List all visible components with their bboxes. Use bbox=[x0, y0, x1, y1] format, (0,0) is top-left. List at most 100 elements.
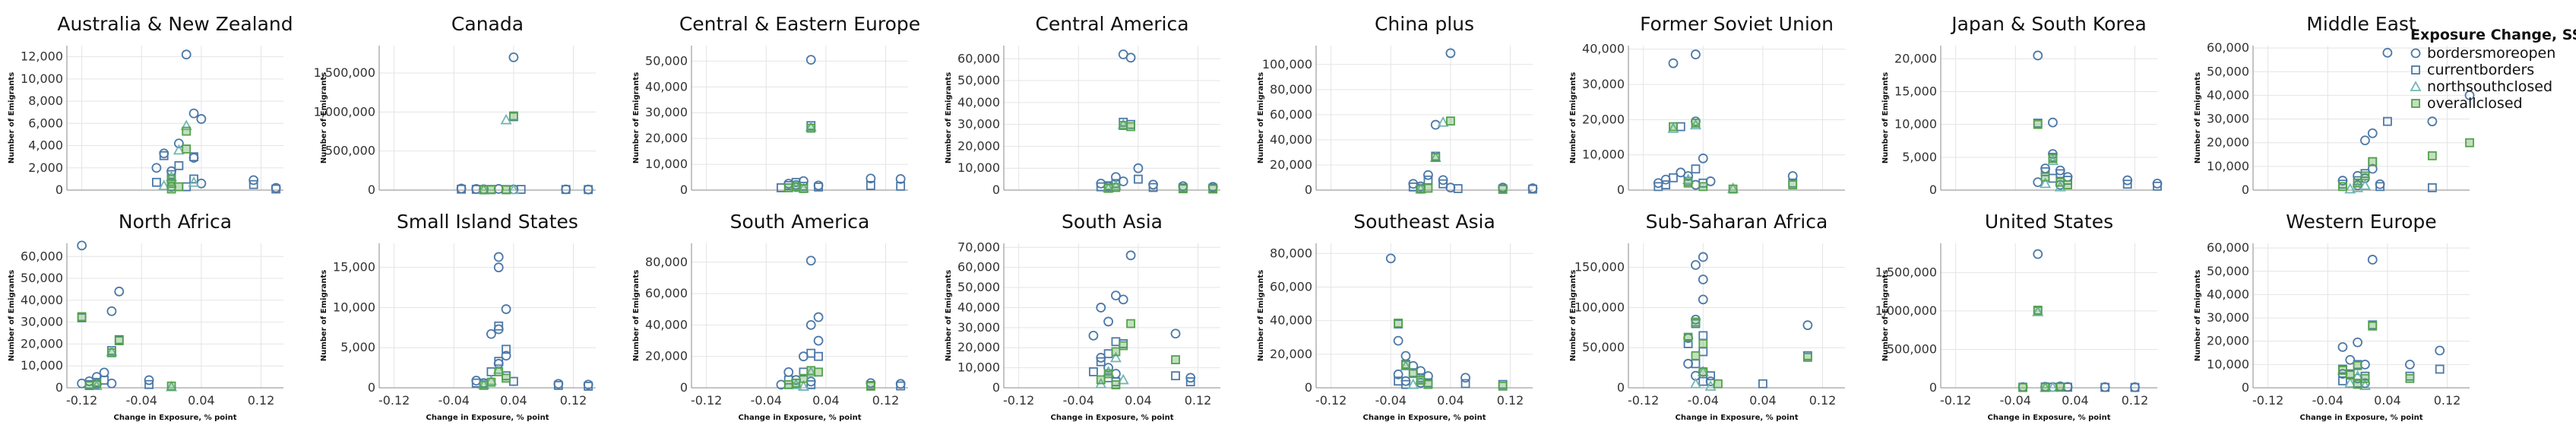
point-bordersmoreopen bbox=[493, 184, 504, 194]
point-bordersmoreopen bbox=[1111, 290, 1121, 301]
point-currentborders bbox=[1133, 174, 1143, 184]
y-tick-label: 12,000 bbox=[21, 49, 63, 64]
point-bordersmoreopen bbox=[2033, 50, 2043, 61]
legend-marker-currentborders bbox=[2411, 65, 2420, 75]
y-tick-label: 80,000 bbox=[645, 255, 688, 269]
point-bordersmoreopen bbox=[1111, 369, 1121, 379]
y-tick-label: 30,000 bbox=[2207, 310, 2249, 325]
y-tick-label: 40,000 bbox=[21, 293, 63, 307]
legend-title: Exposure Change, SSP3 bbox=[2410, 27, 2576, 43]
point-currentborders bbox=[1401, 379, 1410, 389]
point-bordersmoreopen bbox=[1125, 52, 1136, 63]
x-axis-label: Change in Exposure, % point bbox=[2299, 414, 2423, 422]
panel-title: Central America bbox=[1035, 13, 1188, 35]
x-tick-label: -0.12 bbox=[1940, 393, 1971, 408]
point-overallclosed bbox=[2018, 382, 2028, 392]
y-tick-label: 70,000 bbox=[957, 240, 1000, 254]
point-currentborders bbox=[1453, 184, 1463, 193]
point-northsouthclosed bbox=[1727, 182, 1739, 193]
y-tick-label: 0 bbox=[992, 182, 1000, 197]
point-overallclosed bbox=[2368, 157, 2378, 167]
y-tick-label: 1,500,000 bbox=[314, 65, 375, 80]
y-tick-label: 0 bbox=[680, 182, 688, 197]
point-bordersmoreopen bbox=[783, 367, 794, 377]
point-bordersmoreopen bbox=[2464, 90, 2475, 100]
y-tick-label: 50,000 bbox=[645, 53, 688, 68]
panel-13: Sub-Saharan Africa -0.12 -0.04 0.04 0.12 0 50,… bbox=[1569, 211, 1845, 422]
point-overallclosed bbox=[486, 377, 496, 387]
x-tick-label: 0.12 bbox=[2434, 393, 2461, 408]
y-axis-label: Number of Emigrants bbox=[8, 270, 16, 361]
point-overallclosed bbox=[1698, 182, 1708, 192]
point-bordersmoreopen bbox=[1698, 275, 1708, 284]
point-currentborders bbox=[1758, 379, 1767, 389]
point-currentborders bbox=[189, 174, 198, 184]
point-overallclosed bbox=[1683, 332, 1693, 342]
point-overallclosed bbox=[2063, 180, 2072, 189]
point-bordersmoreopen bbox=[1698, 153, 1708, 163]
point-currentborders bbox=[1460, 379, 1470, 389]
y-tick-label: 10,000 bbox=[21, 71, 63, 86]
point-currentborders bbox=[584, 185, 593, 195]
legend-marker-northsouthclosed bbox=[2410, 81, 2422, 91]
legend-marker-overallclosed bbox=[2411, 99, 2420, 108]
point-currentborders bbox=[1089, 367, 1098, 376]
y-tick-label: 20,000 bbox=[1270, 347, 1312, 361]
panel-title: Middle East bbox=[2306, 13, 2416, 35]
point-northsouthclosed bbox=[1689, 377, 1701, 389]
point-overallclosed bbox=[1698, 367, 1708, 376]
y-tick-label: 10,000 bbox=[1894, 117, 1937, 132]
x-tick-label: -0.12 bbox=[378, 393, 410, 408]
y-tick-label: 0 bbox=[1305, 182, 1312, 197]
y-tick-label: 30,000 bbox=[21, 315, 63, 329]
point-bordersmoreopen bbox=[151, 163, 162, 173]
point-bordersmoreopen bbox=[2382, 47, 2393, 58]
y-axis-label: Number of Emigrants bbox=[1257, 270, 1265, 361]
point-overallclosed bbox=[107, 348, 116, 357]
y-tick-label: 10,000 bbox=[333, 300, 375, 314]
y-tick-label: 40,000 bbox=[1270, 313, 1312, 328]
point-currentborders bbox=[1691, 164, 1701, 174]
y-tick-label: 60,000 bbox=[645, 286, 688, 300]
point-bordersmoreopen bbox=[1096, 303, 1106, 313]
y-tick-label: 30,000 bbox=[2207, 112, 2249, 126]
point-northsouthclosed bbox=[2040, 177, 2052, 189]
point-northsouthclosed bbox=[1109, 179, 1122, 191]
point-overallclosed bbox=[1111, 380, 1121, 389]
point-currentborders bbox=[896, 182, 906, 191]
point-overallclosed bbox=[166, 381, 176, 391]
x-axis-label: Change in Exposure, % point bbox=[1362, 414, 1486, 422]
point-overallclosed bbox=[799, 184, 809, 193]
point-overallclosed bbox=[1408, 369, 1418, 379]
panel-title: Sub-Saharan Africa bbox=[1646, 211, 1828, 233]
point-overallclosed bbox=[814, 367, 823, 377]
y-axis-label: Number of Emigrants bbox=[1257, 72, 1265, 163]
y-tick-label: 20,000 bbox=[1582, 112, 1625, 126]
point-bordersmoreopen bbox=[2375, 179, 2385, 189]
point-northsouthclosed bbox=[1117, 118, 1129, 129]
point-overallclosed bbox=[2353, 360, 2362, 370]
y-tick-label: 0 bbox=[1617, 380, 1625, 395]
point-bordersmoreopen bbox=[114, 286, 125, 297]
point-bordersmoreopen bbox=[866, 173, 876, 184]
point-currentborders bbox=[144, 379, 154, 389]
point-bordersmoreopen bbox=[1668, 58, 1679, 68]
x-axis-label: Change in Exposure, % point bbox=[1987, 414, 2110, 422]
point-currentborders bbox=[2375, 182, 2385, 192]
x-tick-label: 0.12 bbox=[248, 393, 275, 408]
y-tick-label: 6,000 bbox=[28, 116, 63, 130]
y-tick-label: 8,000 bbox=[28, 94, 63, 108]
point-overallclosed bbox=[1178, 184, 1188, 194]
point-currentborders bbox=[2048, 173, 2058, 183]
y-axis-label: Number of Emigrants bbox=[945, 72, 953, 163]
x-tick-label: 0.12 bbox=[1497, 393, 1524, 408]
y-tick-label: 10,000 bbox=[1582, 148, 1625, 162]
point-bordersmoreopen bbox=[1698, 294, 1708, 305]
panel-4: China plus 0 20,000 40,000 60,000 80,000 100,0… bbox=[1257, 13, 1538, 197]
point-overallclosed bbox=[182, 144, 191, 154]
point-bordersmoreopen bbox=[1385, 253, 1396, 264]
x-tick-label: 0.04 bbox=[2374, 393, 2401, 408]
x-tick-label: 0.04 bbox=[1749, 393, 1777, 408]
panel-title: Japan & South Korea bbox=[1950, 13, 2147, 35]
point-currentborders bbox=[271, 184, 281, 194]
